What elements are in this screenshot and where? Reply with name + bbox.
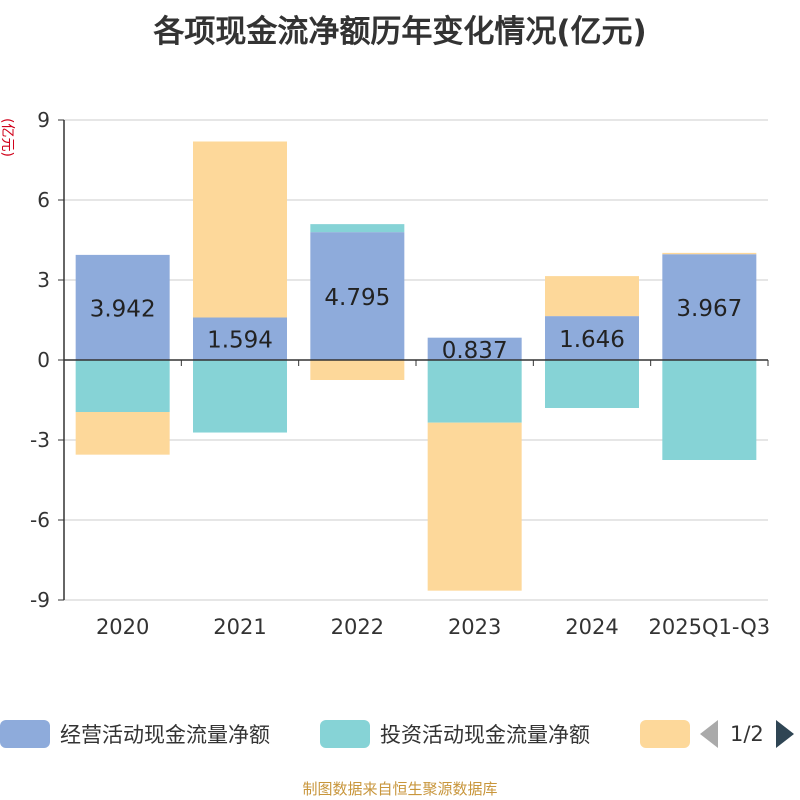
bar-segment-series-2[interactable] xyxy=(662,252,757,255)
legend-item-third-series[interactable] xyxy=(640,720,690,748)
chart-title: 各项现金流净额历年变化情况(亿元) xyxy=(153,14,647,50)
legend-label-operating: 经营活动现金流量净额 xyxy=(60,723,270,747)
bar-segment-series-0[interactable] xyxy=(193,317,287,360)
bar-segment-series-0[interactable] xyxy=(427,337,522,360)
y-tick-label: 0 xyxy=(37,348,50,372)
legend-item-operating[interactable]: 经营活动现金流量净额 xyxy=(0,720,270,748)
bar-segment-series-1[interactable] xyxy=(75,360,170,412)
bar-data-label: 1.594 xyxy=(207,328,273,354)
bar-segment-series-1[interactable] xyxy=(662,360,757,460)
bar-segment-series-0[interactable] xyxy=(310,232,405,360)
y-tick-label: -6 xyxy=(30,508,50,532)
bar-segment-series-0[interactable] xyxy=(545,316,639,360)
legend-pager: 1/2 xyxy=(700,720,794,748)
x-tick-label: 2024 xyxy=(565,615,618,639)
bar-data-label: 3.942 xyxy=(90,296,156,322)
bar-segment-series-0[interactable] xyxy=(75,254,170,360)
legend-next-page-icon[interactable] xyxy=(775,720,794,748)
bar-segment-series-2[interactable] xyxy=(427,422,522,591)
y-tick-label: 9 xyxy=(37,108,50,132)
data-labels: 3.942 1.594 4.795 0.837 1.646 3.967 xyxy=(90,285,743,364)
bar-segment-series-1[interactable] xyxy=(427,360,522,423)
y-tick-label: -3 xyxy=(30,428,50,452)
x-tick-label: 2020 xyxy=(96,615,149,639)
grid-lines xyxy=(64,119,768,601)
bar-data-label: 1.646 xyxy=(559,327,625,353)
legend: 经营活动现金流量净额 投资活动现金流量净额 1/2 xyxy=(0,712,800,756)
bar-segment-series-1[interactable] xyxy=(310,224,405,233)
y-tick-label: -9 xyxy=(30,588,50,612)
bar-data-label: 4.795 xyxy=(324,285,390,311)
bar-segment-series-0[interactable] xyxy=(662,254,757,360)
x-tick-label: 2025Q1-Q3 xyxy=(649,615,771,639)
bar-data-label: 0.837 xyxy=(442,338,508,364)
x-tick-label: 2021 xyxy=(213,615,266,639)
bar-data-label: 3.967 xyxy=(676,296,742,322)
legend-swatch-investing xyxy=(320,720,370,748)
bar-segment-series-2[interactable] xyxy=(310,360,405,380)
bar-segment-series-2[interactable] xyxy=(193,141,287,318)
bars xyxy=(75,141,757,591)
bar-segment-series-2[interactable] xyxy=(545,276,639,317)
x-tick-label: 2023 xyxy=(448,615,501,639)
legend-swatch-third-series xyxy=(640,720,690,748)
legend-swatch-operating xyxy=(0,720,50,748)
legend-page-indicator: 1/2 xyxy=(730,722,764,746)
y-tick-label: 6 xyxy=(37,188,50,212)
legend-label-investing: 投资活动现金流量净额 xyxy=(380,723,590,747)
data-source-note: 制图数据来自恒生聚源数据库 xyxy=(302,780,498,798)
bar-segment-series-2[interactable] xyxy=(75,412,170,455)
x-tick-label: 2022 xyxy=(331,615,384,639)
bar-segment-series-1[interactable] xyxy=(545,360,639,408)
y-tick-label: 3 xyxy=(37,268,50,292)
legend-prev-page-icon[interactable] xyxy=(700,720,718,748)
bar-segment-series-1[interactable] xyxy=(193,360,287,433)
legend-item-investing[interactable]: 投资活动现金流量净额 xyxy=(320,720,590,748)
axes: 9 6 3 0 -3 -6 -9 2020 2021 2022 2023 2024 2025Q1-Q3 xyxy=(30,108,770,639)
